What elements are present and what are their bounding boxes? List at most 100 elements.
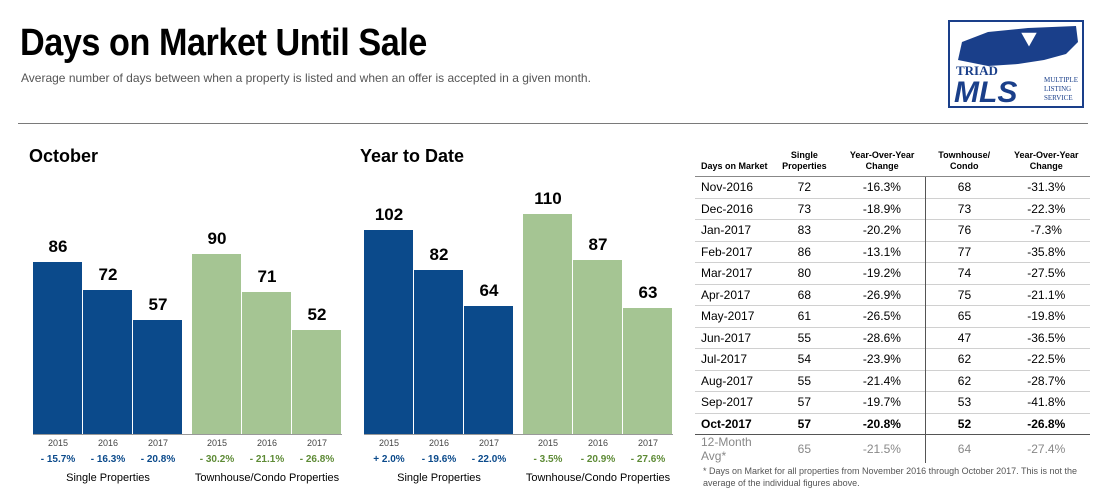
table-cell: -7.3% — [1002, 219, 1090, 241]
logo-tagline-1: MULTIPLE — [1044, 76, 1078, 84]
bar — [414, 270, 463, 434]
logo-tagline-2: LISTING — [1044, 85, 1071, 93]
table-cell: -22.3% — [1002, 197, 1090, 220]
table-cell: -16.3% — [838, 176, 926, 198]
table-cell: 47 — [925, 326, 1003, 349]
bar — [83, 290, 132, 434]
table-cell: 86 — [770, 240, 839, 263]
table-cell: 57 — [770, 391, 839, 413]
table-cell: 77 — [925, 240, 1003, 263]
nc-state-shape-icon — [958, 26, 1078, 66]
table-row: Oct-2017 57 -20.8% 52 -26.8% — [695, 412, 1090, 435]
bar-value-label: 82 — [430, 245, 449, 264]
x-tick-label: 2015 — [48, 438, 68, 448]
table-cell: Jan-2017 — [695, 219, 771, 241]
bar-value-label: 63 — [639, 283, 658, 302]
bar-value-label: 102 — [375, 205, 403, 224]
table-cell: Dec-2016 — [695, 197, 771, 220]
change-label: - 26.8% — [300, 454, 335, 465]
change-label: - 21.1% — [250, 454, 285, 465]
table-cell: May-2017 — [695, 305, 771, 327]
table-header: Year-Over-Year Change — [838, 150, 926, 177]
triangle-icon — [1018, 31, 1040, 50]
table-cell: -21.4% — [838, 369, 926, 392]
table-row: May-2017 61 -26.5% 65 -19.8% — [695, 305, 1090, 327]
table-cell: -19.2% — [838, 262, 926, 284]
table-cell: 61 — [770, 305, 839, 327]
table-row: Feb-2017 86 -13.1% 77 -35.8% — [695, 240, 1090, 263]
table-cell: -19.7% — [838, 391, 926, 413]
table-cell: -26.8% — [1002, 412, 1090, 435]
table-cell: 80 — [770, 262, 839, 284]
x-tick-label: 2017 — [479, 438, 499, 448]
table-header: Townhouse/ Condo — [925, 150, 1003, 177]
change-label: - 20.9% — [581, 454, 616, 465]
bar-value-label: 86 — [49, 237, 68, 256]
table-cell: 68 — [770, 283, 839, 306]
table-cell: -35.8% — [1002, 240, 1090, 263]
table-cell: 52 — [925, 412, 1003, 435]
group-label: Townhouse/Condo Properties — [195, 472, 340, 484]
table-cell: -28.6% — [838, 326, 926, 349]
x-tick-label: 2017 — [638, 438, 658, 448]
table-row: Sep-2017 57 -19.7% 53 -41.8% — [695, 391, 1090, 413]
bar — [242, 292, 291, 434]
table-cell: -20.2% — [838, 219, 926, 241]
table-avg-row: 12-Month Avg* 65 -21.5% 64 -27.4% — [695, 434, 1090, 463]
change-label: - 30.2% — [200, 454, 235, 465]
bar-value-label: 57 — [149, 295, 168, 314]
change-label: - 22.0% — [472, 454, 507, 465]
table-cell: 55 — [770, 369, 839, 392]
table-cell: 65 — [925, 305, 1003, 327]
table-cell: 64 — [925, 434, 1003, 463]
table-cell: -19.8% — [1002, 305, 1090, 327]
bar-value-label: 64 — [480, 281, 499, 300]
table-row: Jul-2017 54 -23.9% 62 -22.5% — [695, 348, 1090, 370]
bar-charts: October 86 2015 - 15.7% 72 2016 - 16.3% 57 2017 -… — [29, 146, 673, 484]
bar — [623, 308, 672, 434]
table-cell: 72 — [770, 176, 839, 198]
table-row: Jan-2017 83 -20.2% 76 -7.3% — [695, 219, 1090, 241]
page-title: Days on Market Until Sale — [20, 22, 427, 64]
footnote: * Days on Market for all properties from… — [703, 466, 1078, 488]
table-cell: 55 — [770, 326, 839, 349]
group-label: Townhouse/Condo Properties — [526, 472, 671, 484]
change-label: - 19.6% — [422, 454, 457, 465]
table-cell: 73 — [770, 197, 839, 220]
table-cell: -26.5% — [838, 305, 926, 327]
change-label: - 15.7% — [41, 454, 76, 465]
table-cell: Apr-2017 — [695, 283, 771, 306]
bar-value-label: 72 — [99, 265, 118, 284]
table-cell: Feb-2017 — [695, 240, 771, 263]
chart-title: October — [29, 146, 98, 166]
table-cell: Nov-2016 — [695, 176, 771, 198]
table-header: Days on Market — [695, 150, 771, 177]
bar — [133, 320, 182, 434]
x-tick-label: 2016 — [429, 438, 449, 448]
change-label: - 3.5% — [534, 454, 563, 465]
table-cell: Jul-2017 — [695, 348, 771, 370]
table-cell: 68 — [925, 176, 1003, 198]
table-cell: 83 — [770, 219, 839, 241]
table-row: Jun-2017 55 -28.6% 47 -36.5% — [695, 326, 1090, 349]
table-cell: -21.1% — [1002, 283, 1090, 306]
x-tick-label: 2017 — [148, 438, 168, 448]
change-label: - 16.3% — [91, 454, 126, 465]
table-cell: 74 — [925, 262, 1003, 284]
page-subtitle: Average number of days between when a pr… — [21, 71, 591, 85]
table-cell: 65 — [770, 434, 839, 463]
group-label: Single Properties — [397, 472, 481, 484]
bar-value-label: 110 — [534, 189, 561, 208]
table-cell: -21.5% — [838, 434, 926, 463]
x-tick-label: 2015 — [207, 438, 227, 448]
table-row: Nov-2016 72 -16.3% 68 -31.3% — [695, 176, 1090, 198]
table-cell: -27.5% — [1002, 262, 1090, 284]
table-cell: -23.9% — [838, 348, 926, 370]
table-cell: Oct-2017 — [695, 412, 771, 435]
table-cell: -36.5% — [1002, 326, 1090, 349]
bar — [33, 262, 82, 434]
logo-brand-top: TRIAD — [956, 63, 998, 78]
table-cell: 57 — [770, 412, 839, 435]
group-label: Single Properties — [66, 472, 150, 484]
table-cell: -18.9% — [838, 197, 926, 220]
